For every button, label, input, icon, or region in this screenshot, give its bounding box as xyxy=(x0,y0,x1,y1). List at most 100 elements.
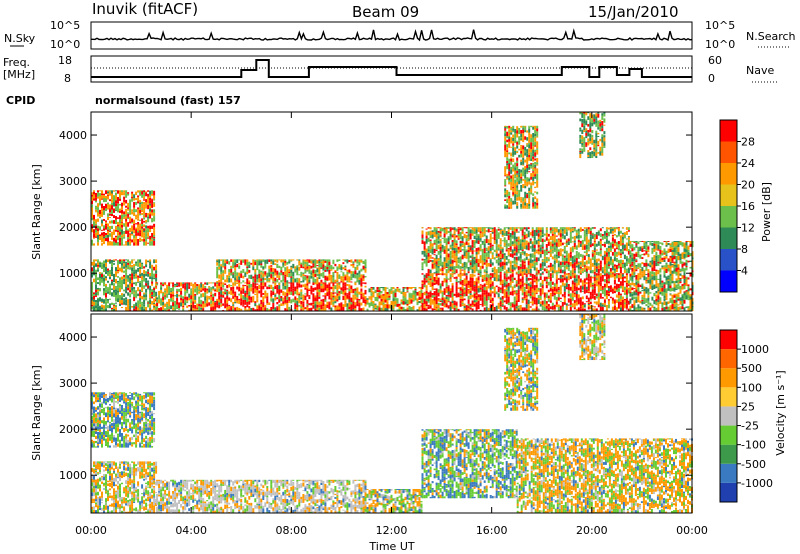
echo-cell xyxy=(565,239,568,242)
echo-cell xyxy=(471,247,474,251)
echo-cell xyxy=(441,267,444,270)
echo-cell xyxy=(575,256,578,258)
echo-cell xyxy=(517,308,520,311)
echo-cell xyxy=(481,286,484,289)
echo-cell xyxy=(121,268,123,273)
echo-cell xyxy=(433,263,436,265)
echo-cell xyxy=(527,261,530,266)
echo-cell xyxy=(499,272,502,274)
echo-cell xyxy=(421,306,424,311)
echo-cell xyxy=(141,262,144,265)
echo-cell xyxy=(585,289,588,293)
echo-cell xyxy=(567,257,570,262)
echo-cell xyxy=(541,234,544,235)
echo-cell xyxy=(276,263,279,268)
echo-cell xyxy=(503,289,506,293)
echo-cell xyxy=(107,231,109,235)
echo-cell xyxy=(463,261,466,266)
echo-cell xyxy=(141,233,144,238)
echo-cell xyxy=(637,263,640,268)
echo-cell xyxy=(433,309,436,311)
echo-cell xyxy=(246,292,249,295)
echo-cell xyxy=(431,257,434,259)
echo-cell xyxy=(561,269,564,274)
echo-cell xyxy=(457,308,460,311)
echo-cell xyxy=(537,308,540,310)
echo-cell xyxy=(356,264,359,267)
echo-cell xyxy=(535,257,538,262)
echo-cell xyxy=(479,244,482,249)
echo-cell xyxy=(200,287,203,291)
echo-cell xyxy=(535,306,538,311)
echo-cell xyxy=(119,285,121,288)
echo-cell xyxy=(141,229,144,234)
echo-cell xyxy=(497,227,500,229)
echo-cell xyxy=(455,228,458,232)
echo-cell xyxy=(453,307,456,310)
echo-cell xyxy=(549,241,552,246)
echo-cell xyxy=(91,293,93,297)
echo-cell xyxy=(113,199,115,203)
echo-cell xyxy=(551,256,554,260)
echo-cell xyxy=(469,250,472,253)
echo-cell xyxy=(284,280,287,283)
echo-cell xyxy=(380,291,383,294)
echo-cell xyxy=(135,223,138,225)
echo-cell xyxy=(447,301,450,303)
echo-cell xyxy=(91,192,93,195)
echo-cell xyxy=(194,286,197,289)
echo-cell xyxy=(569,297,572,299)
echo-cell xyxy=(439,253,442,255)
echo-cell xyxy=(475,281,478,286)
echo-cell xyxy=(338,287,341,289)
echo-cell xyxy=(127,216,130,218)
echo-cell xyxy=(340,276,343,279)
echo-cell xyxy=(328,302,331,304)
echo-cell xyxy=(443,261,446,266)
echo-cell xyxy=(143,274,146,278)
echo-cell xyxy=(567,298,570,303)
echo-cell xyxy=(551,270,554,274)
echo-cell xyxy=(501,265,504,270)
echo-cell xyxy=(192,308,195,311)
echo-cell xyxy=(595,249,598,251)
echo-cell xyxy=(121,297,123,300)
echo-cell xyxy=(344,265,347,268)
echo-cell xyxy=(517,298,520,302)
echo-cell xyxy=(561,257,564,261)
echo-cell xyxy=(489,263,492,267)
echo-cell xyxy=(635,251,638,254)
echo-cell xyxy=(352,271,355,274)
echo-cell xyxy=(475,288,478,292)
echo-cell xyxy=(284,299,287,303)
echo-cell xyxy=(469,260,472,262)
echo-cell xyxy=(553,254,556,256)
echo-cell xyxy=(481,302,484,306)
echo-cell xyxy=(499,241,502,245)
echo-cell xyxy=(103,308,105,311)
echo-cell xyxy=(531,227,534,229)
echo-cell xyxy=(226,306,229,311)
echo-cell xyxy=(513,231,516,236)
echo-cell xyxy=(234,267,237,271)
echo-cell xyxy=(97,289,99,292)
echo-cell xyxy=(517,281,520,285)
echo-cell xyxy=(539,288,542,292)
echo-cell xyxy=(260,289,263,294)
echo-cell xyxy=(565,242,568,246)
echo-cell xyxy=(230,269,233,273)
echo-cell xyxy=(499,281,502,286)
echo-cell xyxy=(294,303,297,307)
echo-cell xyxy=(328,277,331,281)
echo-cell xyxy=(153,292,156,298)
echo-cell xyxy=(503,305,506,310)
echo-cell xyxy=(553,227,556,229)
echo-cell xyxy=(410,307,413,311)
echo-cell xyxy=(117,287,119,291)
echo-cell xyxy=(553,286,556,292)
echo-cell xyxy=(603,231,606,233)
echo-cell xyxy=(198,309,201,311)
echo-cell xyxy=(314,270,317,274)
echo-cell xyxy=(615,269,618,272)
echo-cell xyxy=(248,282,251,285)
